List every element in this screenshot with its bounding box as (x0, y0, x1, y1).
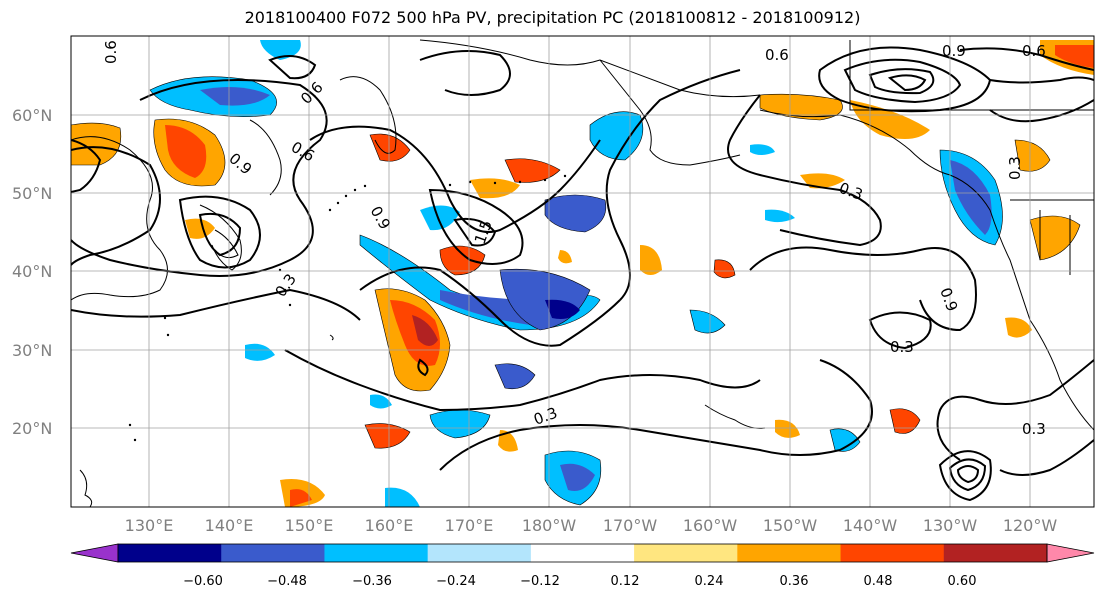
colorbar-tick-label: 0.48 (864, 574, 893, 589)
contour-label: 0.6 (102, 40, 120, 64)
lon-label: 140°W (843, 516, 898, 535)
colorbar-segment (530, 544, 635, 562)
longitude-labels: 130°E 140°E 150°E 160°E 170°E 180°W 170°… (125, 516, 1058, 535)
colorbar-frame (117, 543, 1048, 563)
colorbar-segment (634, 544, 738, 562)
contour-label: 0.6 (765, 46, 789, 64)
colorbar-segment (324, 544, 429, 562)
contour-label: 0.3 (1022, 420, 1046, 438)
contour-label: 0.9 (942, 42, 966, 60)
colorbar-extend-low (70, 543, 119, 563)
latitude-labels: 60°N 50°N 40°N 30°N 20°N (12, 106, 52, 438)
lon-label: 170°W (603, 516, 658, 535)
colorbar-tick-label: 0.24 (695, 574, 724, 589)
colorbar-segment (737, 544, 842, 562)
colorbar-extend-high (1046, 543, 1095, 563)
lat-label: 50°N (12, 184, 52, 203)
lat-label: 30°N (12, 341, 52, 360)
colorbar (70, 543, 1095, 563)
map-title: 2018100400 F072 500 hPa PV, precipitatio… (244, 8, 861, 27)
colorbar-tick-label: −0.48 (267, 574, 307, 589)
colorbar-tick-label: −0.36 (352, 574, 392, 589)
lon-label: 150°W (763, 516, 818, 535)
lon-label: 150°E (285, 516, 334, 535)
lon-label: 120°W (1003, 516, 1058, 535)
contour-labels: 0.6 0.6 0.9 0.6 0.6 0.9 0.3 0.3 0.3 0.3 … (102, 40, 1046, 438)
lon-label: 180°W (522, 516, 577, 535)
colorbar-tick-label: 0.36 (780, 574, 809, 589)
contour-label: 0.3 (1006, 156, 1024, 180)
lon-label: 140°E (205, 516, 254, 535)
pv-contours (71, 46, 1094, 502)
colorbar-tick-label: 0.12 (611, 574, 640, 589)
colorbar-tick-label: 0.60 (948, 574, 977, 589)
colorbar-tick-label: −0.60 (183, 574, 223, 589)
colorbar-segment (840, 544, 945, 562)
lat-label: 20°N (12, 419, 52, 438)
lon-label: 160°E (365, 516, 414, 535)
contour-label: 0.3 (890, 338, 914, 356)
colorbar-segment (118, 544, 222, 562)
lon-label: 170°E (445, 516, 494, 535)
colorbar-tick-labels: −0.60 −0.48 −0.36 −0.24 −0.12 0.12 0.24 … (183, 574, 976, 589)
lat-label: 60°N (12, 106, 52, 125)
coastlines (71, 39, 1094, 507)
island-chains (128, 174, 567, 442)
colorbar-segment (427, 544, 532, 562)
colorbar-segment (221, 544, 325, 562)
contour-label: 0.6 (1022, 42, 1046, 60)
colorbar-tick-label: −0.12 (520, 574, 560, 589)
lon-label: 160°W (683, 516, 738, 535)
lon-label: 130°E (125, 516, 174, 535)
colorbar-tick-label: −0.24 (436, 574, 476, 589)
map-frame (70, 35, 1095, 508)
graticule (71, 36, 1094, 507)
colorbar-segment (943, 544, 1048, 562)
lon-label: 130°W (923, 516, 978, 535)
lat-label: 40°N (12, 262, 52, 281)
